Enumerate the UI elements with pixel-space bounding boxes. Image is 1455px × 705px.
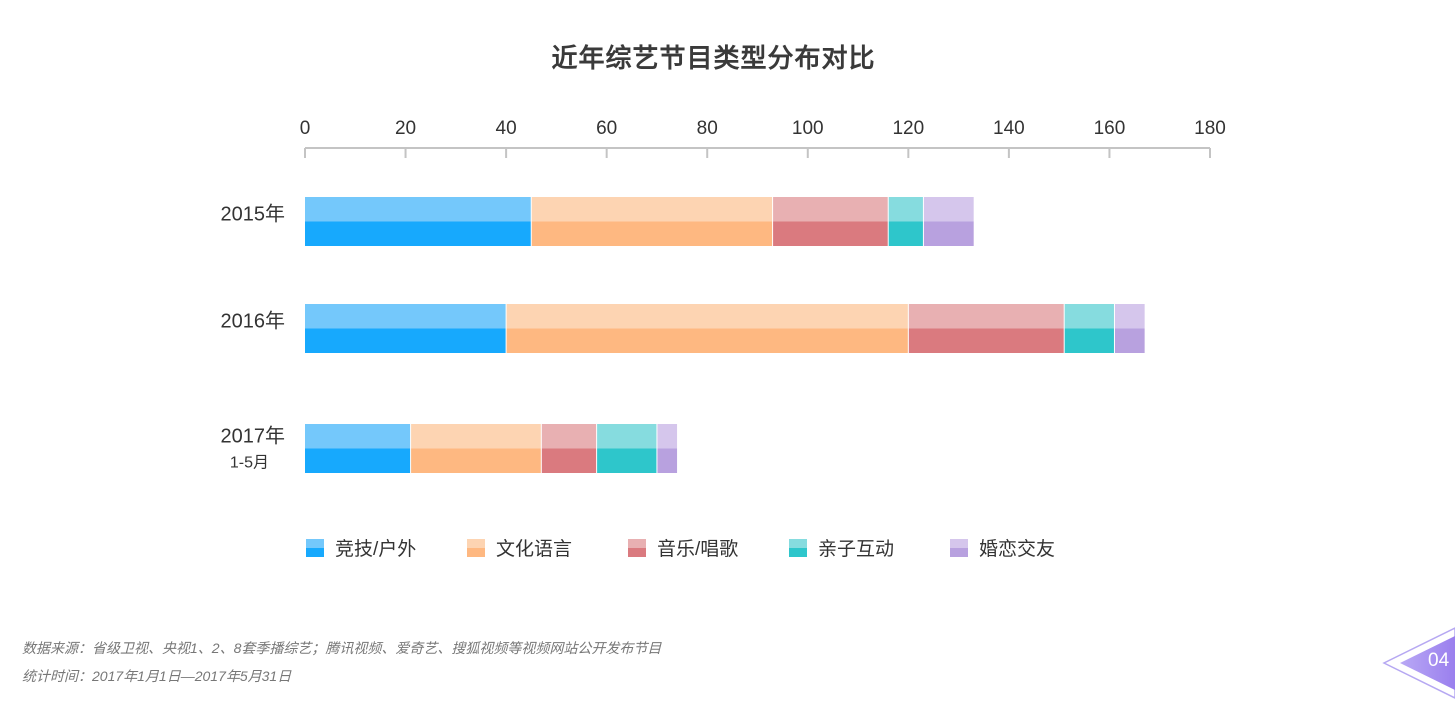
legend-label: 文化语言 xyxy=(496,538,572,560)
bar-segment-top xyxy=(908,304,1065,329)
x-tick-label: 40 xyxy=(496,118,517,139)
bar-segment-top xyxy=(531,197,773,222)
bar-segment-top xyxy=(305,197,532,222)
x-tick-label: 100 xyxy=(792,118,824,139)
legend-swatch-top xyxy=(306,539,324,548)
x-tick-label: 160 xyxy=(1094,118,1126,139)
bar-segment-bottom xyxy=(923,221,974,246)
bar-segment-bottom xyxy=(541,448,597,473)
x-tick-label: 80 xyxy=(697,118,718,139)
bar-segment-bottom xyxy=(596,448,657,473)
bar-segment-top xyxy=(410,424,542,449)
x-tick-label: 20 xyxy=(395,118,416,139)
legend-swatch-bottom xyxy=(789,548,807,557)
category-labels: 2015年 2016年 2017年 1-5月 xyxy=(221,203,286,472)
legend-swatch-bottom xyxy=(306,548,324,557)
bar-segment-bottom xyxy=(1064,328,1115,353)
x-axis: 0 20 40 60 80 100 120 140 160 180 xyxy=(300,118,1226,158)
page-number: 04 xyxy=(1428,650,1450,671)
legend-label: 音乐/唱歌 xyxy=(657,538,738,560)
x-tick-label: 180 xyxy=(1194,118,1226,139)
category-label: 2015年 xyxy=(221,203,286,226)
bar-segment-bottom xyxy=(410,448,542,473)
bar-segment-top xyxy=(1064,304,1115,329)
legend-swatch-bottom xyxy=(467,548,485,557)
x-tick-label: 0 xyxy=(300,118,311,139)
legend-label: 竞技/户外 xyxy=(335,538,416,560)
legend-swatch-top xyxy=(789,539,807,548)
legend-label: 亲子互动 xyxy=(818,538,894,560)
bars xyxy=(305,197,1145,473)
legend-swatch-top xyxy=(950,539,968,548)
legend: 竞技/户外 文化语言 音乐/唱歌 亲子互动 婚恋交友 xyxy=(306,538,1055,560)
bar-segment-bottom xyxy=(908,328,1065,353)
bar-segment-bottom xyxy=(531,221,773,246)
bar-segment-top xyxy=(506,304,909,329)
chart-title: 近年综艺节目类型分布对比 xyxy=(551,43,876,73)
bar-segment-bottom xyxy=(305,328,507,353)
category-label: 2016年 xyxy=(221,310,286,333)
bar-segment-bottom xyxy=(888,221,924,246)
x-tick-label: 60 xyxy=(596,118,617,139)
x-tick-label: 120 xyxy=(892,118,924,139)
triangle-arrow-icon xyxy=(1382,627,1455,699)
bar-segment-bottom xyxy=(305,221,532,246)
legend-swatch-top xyxy=(467,539,485,548)
bar-segment-top xyxy=(923,197,974,222)
bar-segment-bottom xyxy=(772,221,889,246)
bar-segment-top xyxy=(1114,304,1145,329)
legend-swatch-bottom xyxy=(628,548,646,557)
category-label: 2017年 xyxy=(221,425,286,448)
legend-swatch-top xyxy=(628,539,646,548)
data-source-note: 数据来源：省级卫视、央视1、2、8套季播综艺；腾讯视频、爱奇艺、搜狐视频等视频网… xyxy=(22,640,662,656)
bar-segment-bottom xyxy=(506,328,909,353)
bar-segment-top xyxy=(541,424,597,449)
bar-segment-bottom xyxy=(1114,328,1145,353)
bar-segment-top xyxy=(656,424,678,449)
bar-segment-bottom xyxy=(305,448,411,473)
legend-label: 婚恋交友 xyxy=(979,538,1055,560)
bar-segment-top xyxy=(305,304,507,329)
statistics-time-note: 统计时间：2017年1月1日—2017年5月31日 xyxy=(22,668,292,684)
bar-segment-top xyxy=(305,424,411,449)
bar-segment-top xyxy=(888,197,924,222)
bar-segment-top xyxy=(772,197,889,222)
bar-segment-bottom xyxy=(656,448,678,473)
category-sublabel: 1-5月 xyxy=(230,455,269,472)
legend-swatch-bottom xyxy=(950,548,968,557)
x-tick-label: 140 xyxy=(993,118,1025,139)
bar-segment-top xyxy=(596,424,657,449)
